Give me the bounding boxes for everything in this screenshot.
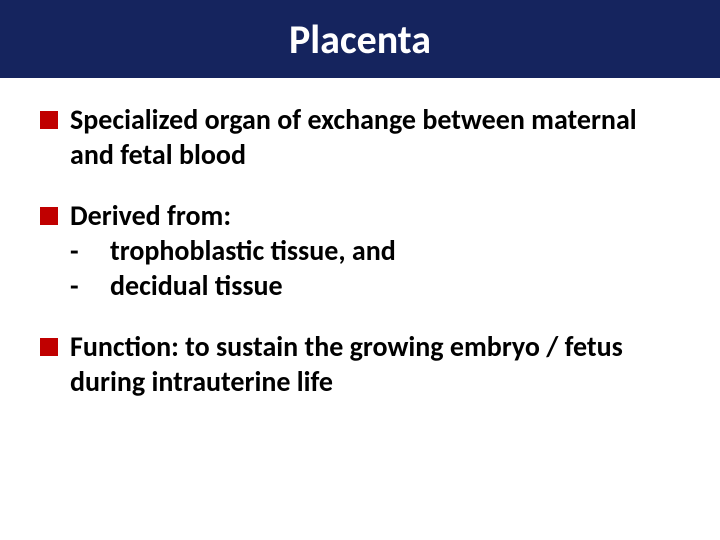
sub-dash: -	[70, 268, 110, 303]
bullet-item: Function: to sustain the growing embryo …	[40, 329, 680, 399]
sub-text: trophoblastic tissue, and	[110, 233, 396, 268]
slide-title: Placenta	[289, 15, 431, 64]
slide-content: Specialized organ of exchange between ma…	[0, 78, 720, 399]
bullet-icon	[40, 338, 58, 356]
sub-item: - decidual tissue	[40, 268, 680, 303]
bullet-text: Specialized organ of exchange between ma…	[70, 102, 680, 172]
bullet-item: Specialized organ of exchange between ma…	[40, 102, 680, 172]
bullet-text: Derived from:	[70, 198, 680, 233]
sub-item: - trophoblastic tissue, and	[40, 233, 680, 268]
bullet-line: Specialized organ of exchange between ma…	[40, 102, 680, 172]
bullet-icon	[40, 207, 58, 225]
title-bar: Placenta	[0, 0, 720, 78]
sub-dash: -	[70, 233, 110, 268]
bullet-icon	[40, 111, 58, 129]
bullet-line: Derived from:	[40, 198, 680, 233]
bullet-item: Derived from: - trophoblastic tissue, an…	[40, 198, 680, 303]
bullet-text: Function: to sustain the growing embryo …	[70, 329, 680, 399]
sub-text: decidual tissue	[110, 268, 283, 303]
bullet-line: Function: to sustain the growing embryo …	[40, 329, 680, 399]
